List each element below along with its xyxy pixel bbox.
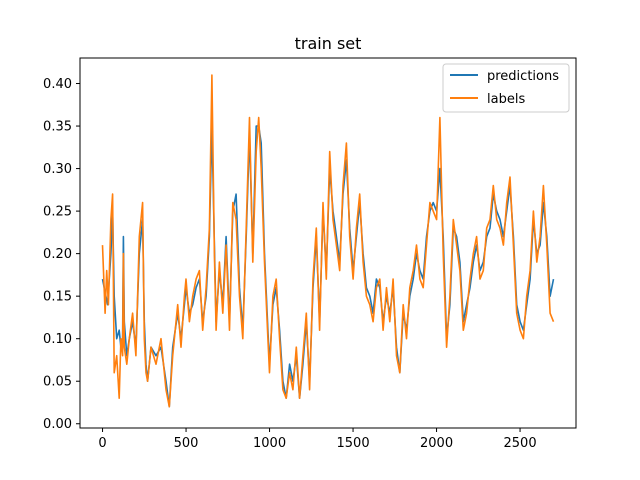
x-tick-label: 1500 [337, 436, 370, 451]
legend-label-predictions: predictions [487, 69, 559, 84]
x-tick-label: 2000 [420, 436, 453, 451]
series-layer [101, 74, 555, 408]
x-tick-label: 0 [98, 436, 106, 451]
y-tick-label: 0.35 [43, 120, 72, 135]
y-tick-label: 0.30 [43, 162, 72, 177]
legend: predictions labels [442, 63, 570, 113]
chart-title: train set [295, 34, 362, 53]
y-tick-label: 0.20 [43, 247, 72, 262]
y-tick-label: 0.25 [43, 205, 72, 220]
x-tick-label: 2500 [504, 436, 537, 451]
y-tick-label: 0.40 [43, 77, 72, 92]
plot-frame [79, 57, 577, 429]
y-tick-label: 0.15 [43, 290, 72, 305]
y-tick-label: 0.05 [43, 375, 72, 390]
y-axis: 0.00 0.05 0.10 0.15 0.20 0.25 0.30 0.35 0.40 [43, 77, 80, 432]
series-line-labels [101, 74, 555, 408]
y-tick-label: 0.10 [43, 332, 72, 347]
plot-area [79, 57, 577, 429]
legend-label-labels: labels [487, 92, 525, 107]
x-tick-label: 1000 [253, 436, 286, 451]
y-tick-label: 0.00 [43, 417, 72, 432]
x-tick-label: 500 [174, 436, 199, 451]
x-axis: 0 500 1000 1500 2000 2500 [98, 428, 537, 451]
